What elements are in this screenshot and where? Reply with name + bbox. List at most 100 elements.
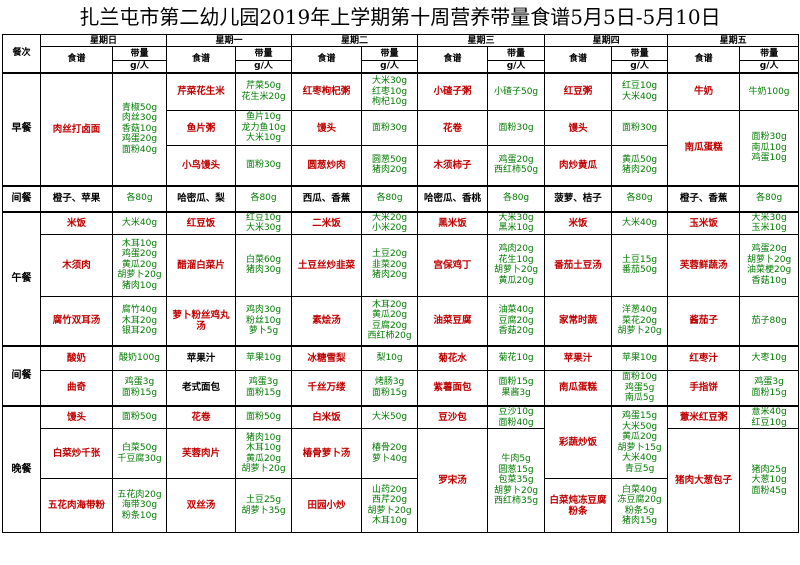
qty-line: 青豆5g [624, 463, 655, 474]
dish: 花卷 [166, 405, 237, 429]
qty-line: 油菜40g [498, 305, 534, 315]
qty: 大米30g 红枣10g 枸杞10g [361, 71, 419, 111]
recipe-header: 食谱 [667, 46, 741, 73]
dish: 西瓜、香蕉 [291, 184, 363, 212]
qty-line: 大枣10g [751, 353, 787, 363]
qty: 面粉30g [361, 110, 419, 146]
qty-line: 花生10g [498, 254, 534, 265]
day-header: 星期三 [417, 34, 546, 47]
day-header: 星期四 [544, 34, 669, 47]
qty: 洋葱40g 菜花20g 胡萝卜20g [611, 295, 669, 347]
dish: 罗宋汤 [417, 428, 489, 533]
qty-line: 花生米20g [241, 91, 286, 102]
qty-line: 西红柿50g [493, 165, 539, 176]
qty-line: 猪肉15g [621, 516, 658, 526]
qty-line: 各80g [126, 193, 153, 204]
recipe-header: 食谱 [40, 46, 113, 73]
qty-line: 青椒50g [121, 102, 158, 113]
qty-line: 猪肉30g [245, 265, 282, 275]
dish: 米饭 [544, 210, 613, 235]
qty-line: 茄子80g [751, 315, 787, 326]
dish: 白菜炖冻豆腐粉条 [544, 478, 613, 533]
qty-line: 胡萝卜20g [117, 270, 162, 281]
qty: 黄瓜50g 猪肉20g [611, 145, 669, 186]
qty-line: 香菇10g [121, 123, 158, 134]
dish: 橙子、香蕉 [667, 184, 741, 212]
qty: 木耳10g 鸡蛋20g 黄瓜20g 胡萝卜20g 猪肉10g [111, 233, 168, 297]
qty: 茄子80g [739, 295, 800, 347]
qty: 鸡蛋20g 胡萝卜20g 油菜梗20g 香菇10g [739, 233, 800, 297]
qty-line: 西红柿35g [493, 496, 539, 507]
meal-lunch: 午餐 [2, 210, 41, 347]
qty: 土豆20g 韭菜20g 猪肉20g [361, 233, 419, 297]
qty-line: 面粉40g [498, 417, 534, 428]
dish: 酸奶 [40, 345, 113, 371]
qty-line: 白菜60g [245, 254, 282, 265]
dish: 红枣枸杞粥 [291, 71, 363, 111]
dish: 芙蓉鲜蔬汤 [667, 233, 741, 297]
qty-line: 鸡蛋5g [624, 382, 655, 393]
qty-line: 鸡蛋20g [121, 134, 158, 145]
dish: 腐竹双耳汤 [40, 295, 113, 347]
dish: 家常时蔬 [544, 295, 613, 347]
qty-line: 海带30g [121, 500, 158, 511]
dish: 南瓜蛋糕 [544, 369, 613, 407]
qty: 大米50g [361, 405, 419, 429]
qty: 苹果10g [235, 345, 293, 371]
dish: 南瓜蛋糕 [667, 110, 741, 186]
qty-line: 大米30g [245, 223, 282, 233]
unit-header: g/人 [487, 60, 546, 73]
dish: 苹果汁 [544, 345, 613, 371]
qty: 大枣10g [739, 345, 800, 371]
dish: 馒头 [291, 110, 363, 146]
qty-line: 大米10g [245, 133, 282, 144]
recipe-header: 食谱 [544, 46, 613, 73]
qty-line: 小碴子50g [493, 86, 539, 97]
qty-line: 面粉30g [498, 122, 534, 133]
qty: 菊花10g [487, 345, 546, 371]
qty-line: 红豆10g [245, 212, 282, 223]
qty-line: 红枣10g [371, 86, 408, 97]
qty-line: 苹果10g [621, 353, 658, 363]
qty-line: 烤肠3g [374, 377, 405, 388]
qty-line: 白菜50g [121, 443, 158, 453]
qty-line: 大米40g [621, 453, 658, 463]
qty-line: 五花肉20g [117, 489, 162, 500]
dish: 鱼片粥 [166, 110, 237, 146]
qty-line: 面粉40g [121, 144, 158, 155]
dish: 红枣汁 [667, 345, 741, 371]
dish: 菠萝、桔子 [544, 184, 613, 212]
qty-line: 鱼片10g [245, 112, 282, 123]
qty: 鸡蛋3g 面粉15g [739, 369, 800, 407]
qty-line: 面粉15g [751, 387, 787, 398]
qty: 酸奶100g [111, 345, 168, 371]
qty: 鱼片10g 龙力鱼10g 大米10g [235, 110, 293, 146]
qty-line: 鸡蛋3g [248, 377, 279, 388]
day-header: 星期五 [667, 34, 800, 47]
qty: 面粉30g [487, 110, 546, 146]
qty-line: 面粉10g [621, 372, 658, 382]
qty-line: 胡萝卜20g [367, 505, 412, 516]
dish: 牛奶 [667, 71, 741, 111]
qty-line: 豆沙10g [498, 407, 534, 417]
qty-line: 鸡蛋20g [751, 244, 787, 254]
qty-line: 黄瓜20g [245, 453, 282, 464]
qty: 豆沙10g 面粉40g [487, 405, 546, 429]
qty-line: 黄瓜20g [621, 432, 658, 442]
qty-line: 鸡蛋15g [621, 411, 658, 421]
dish: 木须肉 [40, 233, 113, 297]
dish: 苹果汁 [166, 345, 237, 371]
qty-line: 面粉45g [751, 485, 787, 496]
qty-line: 酸奶100g [119, 353, 160, 363]
qty-line: 胡萝卜20g [617, 326, 662, 336]
qty: 白菜50g 千豆腐30g [111, 428, 168, 479]
dish: 馒头 [40, 405, 113, 429]
qty-line: 胡萝卜20g [241, 464, 286, 474]
qty-line: 猪肉10g [121, 280, 158, 291]
qty-line: 鸡肉30g [245, 305, 282, 315]
qty: 猪肉25g 大葱10g 面粉45g [739, 428, 800, 533]
qty: 苹果10g [611, 345, 669, 371]
qty-line: 大米30g [371, 76, 408, 86]
qty: 面粉30g [611, 110, 669, 146]
day-header: 星期二 [291, 34, 419, 47]
